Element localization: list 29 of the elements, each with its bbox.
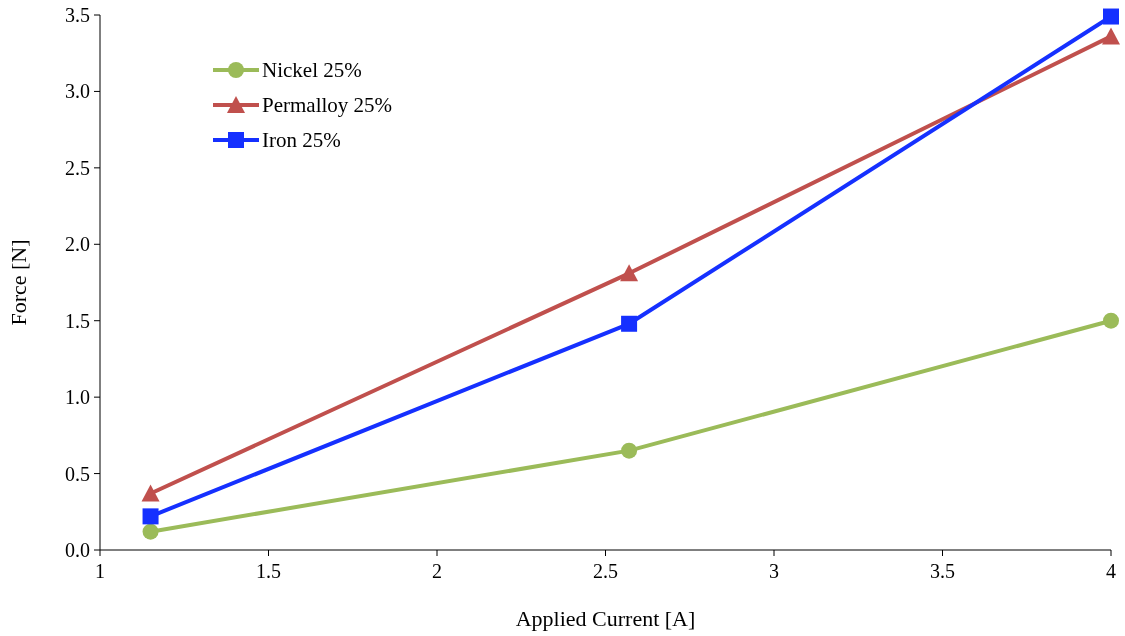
x-tick-label: 2	[432, 560, 442, 582]
y-tick-label: 0.0	[65, 539, 90, 561]
y-tick-label: 2.0	[65, 233, 90, 256]
y-tick-label: 2.5	[65, 156, 90, 179]
y-tick-label: 1.0	[65, 386, 90, 409]
point	[620, 264, 639, 282]
y-tick-label: 0.5	[65, 462, 90, 485]
legend-label: Iron 25%	[262, 128, 341, 153]
point	[621, 315, 638, 332]
x-tick-label: 3	[769, 560, 779, 582]
y-tick-label: 3.0	[65, 80, 90, 103]
x-tick-label: 3.5	[930, 560, 955, 582]
x-tick-label: 1	[95, 560, 105, 582]
point	[1103, 312, 1119, 329]
legend-label: Permalloy 25%	[262, 93, 393, 118]
point	[142, 523, 159, 540]
point	[621, 442, 638, 459]
x-tick-label: 2.5	[593, 560, 618, 582]
y-tick-label: 1.5	[65, 309, 90, 332]
point	[1103, 8, 1119, 25]
x-axis-title: Applied Current [A]	[515, 606, 696, 631]
legend-label: Nickel 25%	[262, 58, 362, 83]
point	[142, 508, 159, 525]
point	[141, 484, 160, 502]
x-tick-label: 4	[1106, 560, 1116, 582]
point	[1102, 27, 1120, 45]
y-tick-label: 3.5	[65, 4, 90, 26]
x-tick-label: 1.5	[256, 560, 281, 582]
y-axis-title: Force [N]	[6, 239, 31, 326]
